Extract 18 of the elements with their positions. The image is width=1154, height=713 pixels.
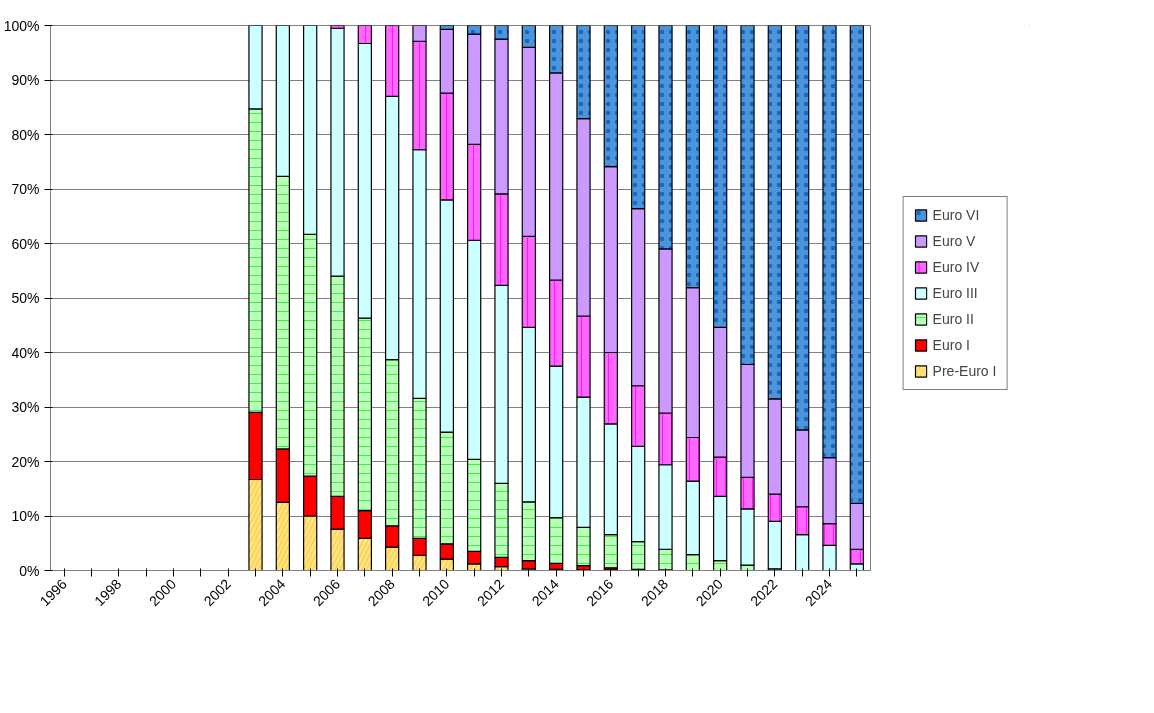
y-tick-label: 0% xyxy=(19,562,40,579)
y-tick-label: 40% xyxy=(11,344,40,361)
legend-label: Euro II xyxy=(932,310,974,327)
y-tick-label: 100% xyxy=(3,17,40,34)
y-tick-label: 70% xyxy=(11,181,40,197)
y-tick-label: 30% xyxy=(11,399,40,415)
y-tick-label: 80% xyxy=(11,126,40,143)
y-tick-label: 60% xyxy=(11,235,40,252)
legend-label: Euro III xyxy=(932,284,978,301)
legend-label: Euro VI xyxy=(932,206,980,223)
legend-label: Euro V xyxy=(932,232,976,249)
y-tick-label: 50% xyxy=(11,290,40,306)
y-tick-label: 20% xyxy=(11,453,40,470)
y-tick-label: 10% xyxy=(11,508,40,524)
y-tick-label: 90% xyxy=(11,72,40,88)
legend-label: Euro IV xyxy=(932,258,980,275)
legend-label: Pre-Euro I xyxy=(932,362,997,379)
legend-label: Euro I xyxy=(932,336,970,353)
